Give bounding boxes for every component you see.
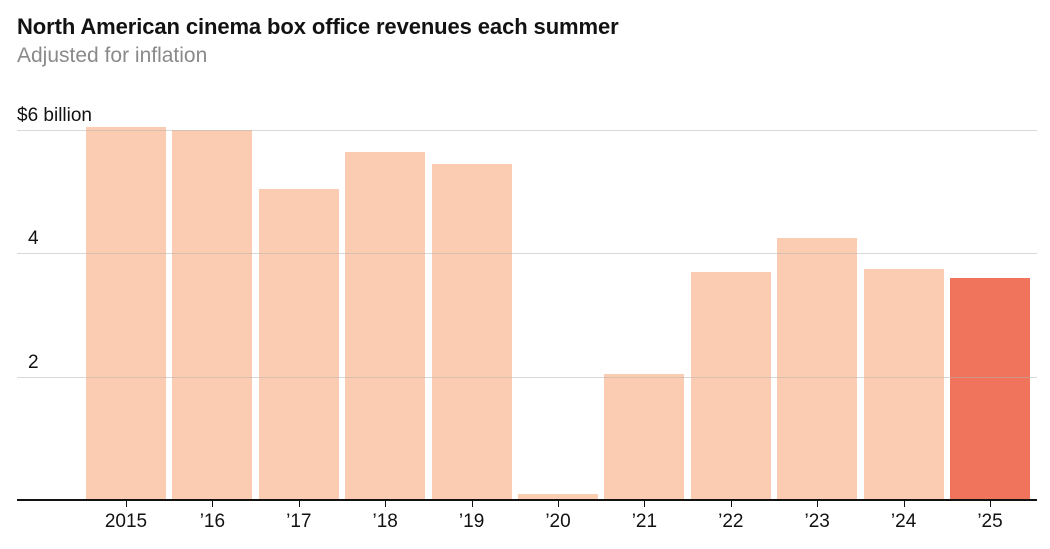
bar-2015 [86,126,166,500]
x-axis-label-17: ’17 [286,511,312,532]
x-tick-17 [298,501,300,507]
bar-20 [518,493,598,500]
x-axis-label-20: ’20 [545,511,571,532]
bar-23 [777,237,858,500]
bar-19 [431,163,512,500]
bar-21 [604,373,685,500]
bar-22 [690,271,771,500]
chart-subtitle: Adjusted for inflation [17,44,208,67]
x-axis-label-16: ’16 [199,511,226,532]
bar-18 [345,151,426,500]
x-tick-23 [817,501,819,507]
bar-25 [950,277,1030,500]
gridline-2 [17,376,1037,378]
x-tick-22 [730,501,732,507]
x-axis-label-23: ’23 [804,511,830,532]
x-tick-18 [385,501,387,507]
bar-16 [172,129,253,500]
gridline-4 [17,253,1037,255]
x-axis-label-18: ’18 [372,511,398,532]
x-axis-line [17,499,1037,501]
x-axis-label-24: ’24 [890,511,917,532]
x-tick-20 [558,501,559,507]
x-axis-label-21: ’21 [631,511,658,532]
gridline-6 [17,129,1037,131]
bar-17 [258,188,339,500]
y-axis-label-6: $6 billion [17,104,92,126]
x-axis-label-19: ’19 [458,511,485,532]
x-tick-21 [644,501,646,507]
y-axis-label-4: 4 [28,228,39,250]
x-tick-24 [903,501,905,507]
x-tick-16 [212,501,214,507]
x-axis-label-2015: 2015 [104,511,148,532]
x-axis-label-25: ’25 [977,511,1003,532]
y-axis-label-2: 2 [28,351,39,373]
bar-24 [863,268,944,500]
x-axis-label-22: ’22 [718,511,744,532]
chart-title: North American cinema box office revenue… [17,14,619,39]
x-tick-2015 [126,501,127,507]
x-tick-25 [990,501,991,507]
x-tick-19 [471,501,473,507]
